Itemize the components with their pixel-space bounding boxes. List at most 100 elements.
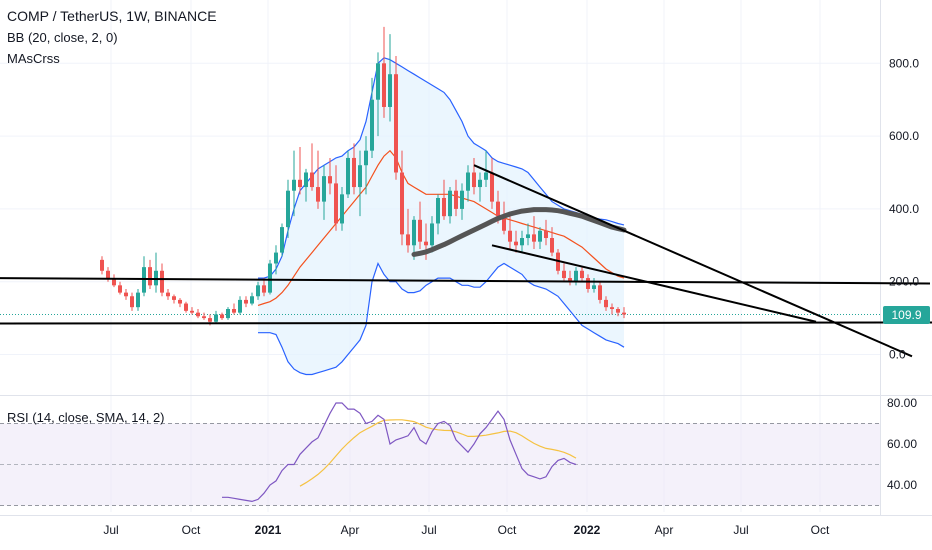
candle-body xyxy=(394,74,398,173)
time-axis-label: Oct xyxy=(182,523,201,537)
candle-body xyxy=(508,230,512,242)
candle xyxy=(142,256,146,297)
candle-body xyxy=(526,234,530,239)
candle-body xyxy=(202,316,206,319)
candle-body xyxy=(376,63,380,100)
candle-body xyxy=(418,219,422,242)
candle xyxy=(436,194,440,235)
candle xyxy=(310,143,314,191)
time-axis-label: Jul xyxy=(421,523,436,537)
candle xyxy=(268,259,272,295)
time-axis-label: Apr xyxy=(341,523,360,537)
bb-legend[interactable]: BB (20, close, 2, 0) xyxy=(7,30,118,45)
candle xyxy=(592,278,596,293)
trendline[interactable] xyxy=(491,244,817,323)
candle-body xyxy=(208,318,212,322)
bb-fill xyxy=(258,57,624,375)
candle-body xyxy=(166,292,170,297)
candle-body xyxy=(532,234,536,242)
candle xyxy=(622,307,626,319)
candle xyxy=(196,309,200,319)
candle xyxy=(568,270,572,286)
candle-body xyxy=(484,172,488,180)
candle-body xyxy=(442,197,446,217)
candle-body xyxy=(550,238,554,253)
rsi-band xyxy=(0,423,880,506)
candle xyxy=(484,150,488,188)
candle xyxy=(274,245,278,275)
candle-body xyxy=(340,194,344,224)
candle-body xyxy=(178,299,182,304)
candle xyxy=(292,150,296,217)
candle-body xyxy=(238,299,242,313)
candle xyxy=(400,150,404,246)
candle xyxy=(244,296,248,308)
candle-body xyxy=(370,99,374,151)
candle xyxy=(130,292,134,311)
candle xyxy=(508,216,512,249)
candle-body xyxy=(412,219,416,246)
ma-legend[interactable]: MAsCrss xyxy=(7,51,60,66)
candle-body xyxy=(406,234,410,246)
rsi-legend[interactable]: RSI (14, close, SMA, 14, 2) xyxy=(7,410,165,425)
candle xyxy=(220,312,224,320)
candle xyxy=(598,281,602,304)
candle-body xyxy=(388,74,392,107)
rsi-sma-line xyxy=(299,419,577,487)
candle xyxy=(304,168,308,202)
candle-body xyxy=(190,310,194,313)
candle xyxy=(124,288,128,300)
candle-body xyxy=(598,285,602,300)
rsi-axis-label: 80.00 xyxy=(887,396,917,410)
candle xyxy=(166,288,170,300)
candle-body xyxy=(214,314,218,322)
candle xyxy=(316,150,320,209)
time-axis-label: Oct xyxy=(498,523,517,537)
candle-body xyxy=(514,241,518,246)
candle-body xyxy=(286,190,290,228)
candle-body xyxy=(430,223,434,246)
candle-body xyxy=(310,172,314,188)
price-axis-label: 0.0 xyxy=(889,348,906,362)
candle xyxy=(286,179,290,239)
candle xyxy=(610,303,614,315)
candle xyxy=(580,267,584,282)
candle xyxy=(490,157,494,209)
candle xyxy=(226,307,230,320)
candle xyxy=(454,179,458,217)
trendline[interactable] xyxy=(0,321,932,325)
trendline[interactable] xyxy=(473,164,913,358)
candle xyxy=(550,227,554,257)
candle-body xyxy=(244,299,248,304)
candle-body xyxy=(226,309,230,319)
symbol-title[interactable]: COMP / TetherUS, 1W, BINANCE xyxy=(7,8,217,24)
candle-body xyxy=(112,278,116,286)
candle-body xyxy=(304,172,308,188)
candle-body xyxy=(478,179,482,188)
trendline[interactable] xyxy=(0,277,931,285)
candle-body xyxy=(184,303,188,311)
time-axis-label: Jul xyxy=(733,523,748,537)
bb-upper-line xyxy=(258,57,625,279)
bb-lower-line xyxy=(258,262,625,376)
candle-body xyxy=(382,63,386,107)
candle-body xyxy=(328,176,332,184)
candle xyxy=(586,274,590,293)
candle xyxy=(154,252,158,293)
candle-body xyxy=(322,176,326,202)
candle-body xyxy=(334,183,338,224)
candle xyxy=(172,294,176,304)
candle xyxy=(214,310,218,324)
candle-body xyxy=(298,179,302,188)
candle xyxy=(466,165,470,202)
candle xyxy=(298,147,302,195)
candle-body xyxy=(316,187,320,202)
candle-body xyxy=(436,197,440,224)
time-axis-label: Apr xyxy=(655,523,674,537)
candle-body xyxy=(160,270,164,293)
price-axis-label: 400.0 xyxy=(889,202,919,216)
candle-body xyxy=(574,270,578,282)
candle xyxy=(280,223,284,257)
candle xyxy=(430,216,434,253)
